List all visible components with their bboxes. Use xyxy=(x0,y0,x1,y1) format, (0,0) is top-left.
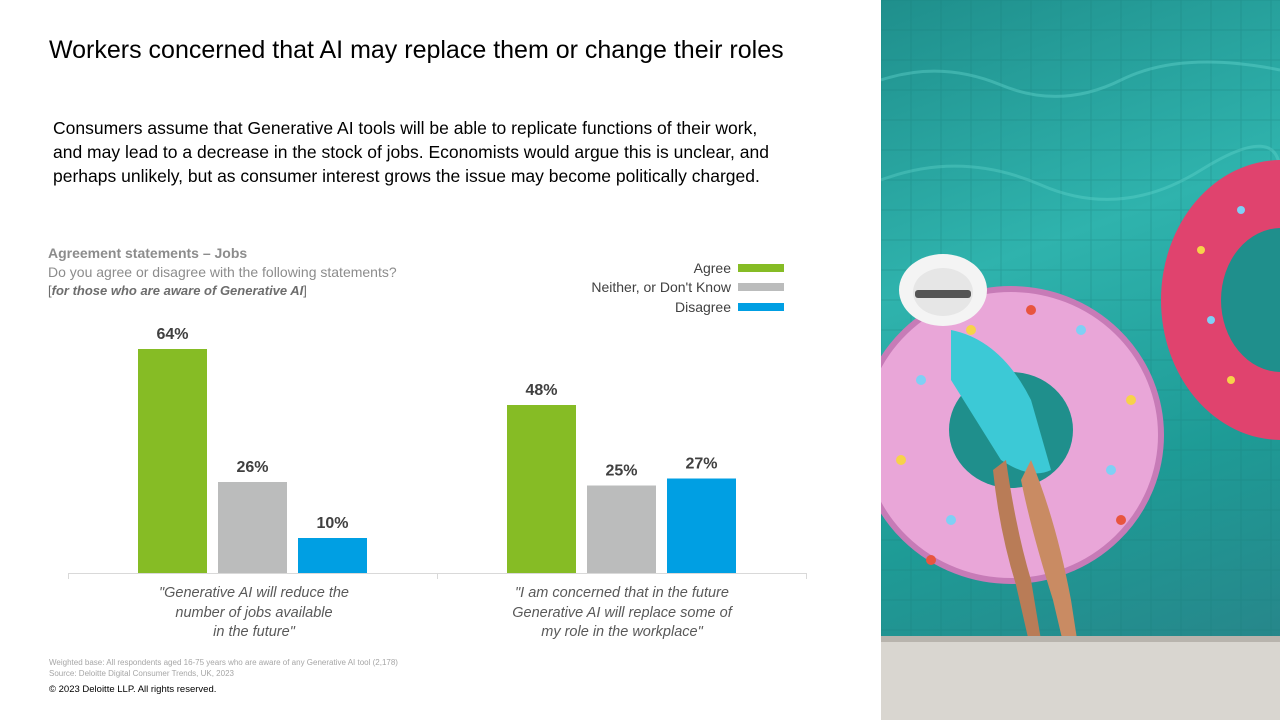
legend-label-agree: Agree xyxy=(693,259,731,276)
footnote-base: Weighted base: All respondents aged 16-7… xyxy=(49,658,398,667)
legend-item-neither: Neither, or Don't Know xyxy=(560,278,784,298)
pool-photo xyxy=(881,0,1280,720)
bar-agree-category-1 xyxy=(507,405,576,573)
question-block: Agreement statements – Jobs Do you agree… xyxy=(48,243,468,300)
note-bracket-close: ] xyxy=(303,283,307,298)
pool-illustration xyxy=(881,0,1280,720)
category-0-line-1: "Generative AI will reduce the xyxy=(159,585,349,601)
bar-chart: 64% 26% 10% 48% 25% 27% xyxy=(68,326,807,579)
footnote: Weighted base: All respondents aged 16-7… xyxy=(49,657,398,679)
bar-disagree-category-1 xyxy=(667,478,736,573)
chart-legend: Agree Neither, or Don't Know Disagree xyxy=(560,258,784,317)
category-1-line-1: "I am concerned that in the future xyxy=(515,585,729,601)
data-label-disagree-category-0: 10% xyxy=(316,515,348,532)
question-note: [for those who are aware of Generative A… xyxy=(48,282,468,300)
category-label-replace-role: "I am concerned that in the future Gener… xyxy=(472,584,772,643)
question-text: Do you agree or disagree with the follow… xyxy=(48,264,397,280)
question-heading: Agreement statements – Jobs xyxy=(48,245,248,261)
legend-label-disagree: Disagree xyxy=(674,298,731,315)
bar-agree-category-0 xyxy=(138,349,207,573)
note-bracket-open: [ xyxy=(48,283,52,298)
legend-swatch-agree xyxy=(738,263,784,272)
category-0-line-3: in the future" xyxy=(213,624,295,640)
legend-swatch-disagree xyxy=(738,302,784,311)
category-1-line-2: Generative AI will replace some of xyxy=(512,604,732,621)
category-1-line-3: my role in the workplace" xyxy=(541,624,703,640)
intro-paragraph: Consumers assume that Generative AI tool… xyxy=(53,118,769,186)
note-text: for those who are aware of Generative AI xyxy=(51,283,304,298)
bar-neither-category-1 xyxy=(587,485,656,573)
data-label-agree-category-0: 64% xyxy=(156,326,188,343)
legend-swatch-neither xyxy=(738,283,784,292)
category-0-line-2: number of jobs available xyxy=(175,604,333,621)
data-label-disagree-category-1: 27% xyxy=(685,456,717,473)
data-label-neither-category-1: 25% xyxy=(605,463,637,480)
bar-neither-category-0 xyxy=(218,482,287,573)
category-label-reduce-jobs: "Generative AI will reduce the number of… xyxy=(104,584,404,643)
data-label-neither-category-0: 26% xyxy=(236,459,268,476)
data-label-agree-category-1: 48% xyxy=(525,382,557,399)
legend-item-agree: Agree xyxy=(560,258,784,278)
page-title: Workers concerned that AI may replace th… xyxy=(49,36,784,64)
legend-label-neither: Neither, or Don't Know xyxy=(591,279,731,296)
footnote-source: Source: Deloitte Digital Consumer Trends… xyxy=(49,669,234,678)
bar-disagree-category-0 xyxy=(298,538,367,573)
copyright: © 2023 Deloitte LLP. All rights reserved… xyxy=(49,684,217,695)
legend-item-disagree: Disagree xyxy=(560,297,784,317)
